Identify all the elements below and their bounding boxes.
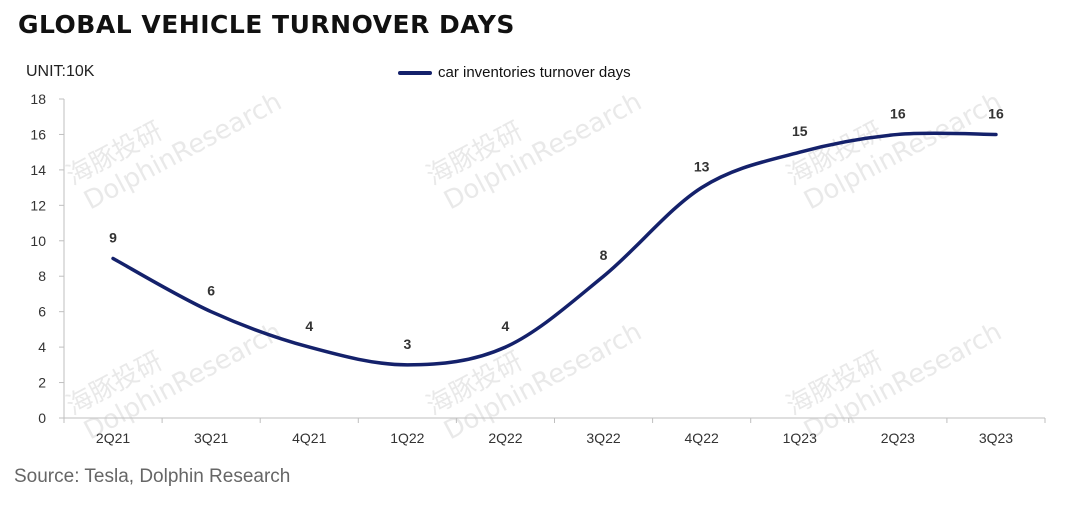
legend-swatch	[398, 70, 432, 75]
chart-title: GLOBAL VEHICLE TURNOVER DAYS	[18, 10, 515, 39]
y-tick-label: 12	[30, 197, 46, 213]
x-tick-label: 1Q22	[390, 430, 424, 446]
x-tick-label: 2Q23	[881, 430, 915, 446]
y-tick-label: 18	[30, 91, 46, 107]
data-label: 8	[600, 247, 608, 263]
series-line	[111, 131, 998, 367]
x-tick-label: 4Q21	[292, 430, 326, 446]
legend-label: car inventories turnover days	[438, 64, 631, 81]
source-note: Source: Tesla, Dolphin Research	[14, 466, 291, 487]
x-tick-label: 4Q22	[685, 430, 719, 446]
data-label: 16	[988, 105, 1004, 121]
x-ticks: 2Q21 3Q21 4Q21 1Q22 2Q22 3Q22 4Q22 1Q23 2Q23 3Q23	[63, 418, 1046, 446]
data-label: 4	[502, 318, 510, 334]
y-tick-label: 2	[38, 375, 46, 391]
y-tick-label: 14	[30, 162, 46, 178]
legend: car inventories turnover days	[398, 64, 631, 81]
unit-label: UNIT:10K	[26, 63, 95, 80]
x-tick-label: 3Q21	[194, 430, 228, 446]
data-label: 6	[207, 283, 215, 299]
x-tick-label: 3Q22	[586, 430, 620, 446]
y-tick-label: 16	[30, 126, 46, 142]
x-tick-label: 3Q23	[979, 430, 1013, 446]
y-tick-label: 10	[30, 233, 46, 249]
x-tick-label: 2Q22	[488, 430, 522, 446]
y-tick-label: 6	[38, 304, 46, 320]
data-label: 13	[694, 159, 710, 175]
data-label: 9	[109, 230, 117, 246]
y-tick-label: 4	[38, 339, 46, 355]
data-label: 16	[890, 105, 906, 121]
x-tick-label: 2Q21	[96, 430, 130, 446]
y-tick-label: 0	[38, 410, 46, 426]
data-label: 3	[403, 336, 411, 352]
data-label: 15	[792, 123, 808, 139]
data-labels: 9 6 4 3 4 8 13 15 16 16	[109, 105, 1004, 351]
y-tick-label: 8	[38, 268, 46, 284]
x-tick-label: 1Q23	[783, 430, 817, 446]
data-label: 4	[305, 318, 313, 334]
y-ticks: 0 2 4 6 8 10 12 14 16 18	[30, 91, 64, 426]
